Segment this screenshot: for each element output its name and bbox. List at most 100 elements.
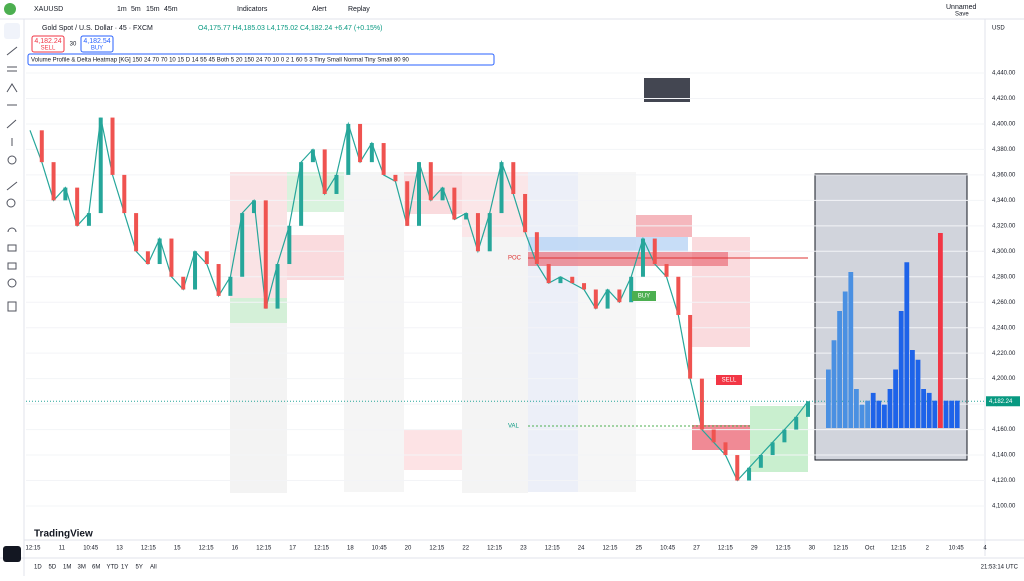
indicator-name[interactable]: Volume Profile & Delta Heatmap [KG] 150 … bbox=[31, 58, 410, 64]
y-tick-label: 4,240.00 bbox=[992, 325, 1016, 331]
candle bbox=[676, 276, 681, 315]
x-tick-label: 24 bbox=[578, 546, 585, 552]
cursor-tool[interactable] bbox=[4, 23, 20, 39]
profile-bar bbox=[831, 340, 837, 428]
y-tick-label: 4,360.00 bbox=[992, 172, 1016, 178]
spread: 30 bbox=[70, 42, 77, 48]
x-tick-label: 17 bbox=[289, 546, 296, 552]
candle bbox=[310, 149, 315, 163]
candle bbox=[582, 283, 587, 290]
indicators-button[interactable]: Indicators bbox=[237, 6, 268, 13]
interval[interactable]: 1m bbox=[117, 6, 127, 13]
candle bbox=[452, 187, 457, 220]
candle bbox=[428, 162, 433, 201]
candle bbox=[747, 467, 752, 481]
x-tick-label: 11 bbox=[59, 546, 66, 552]
y-tick-label: 4,140.00 bbox=[992, 453, 1016, 459]
candle bbox=[181, 276, 186, 290]
range-button[interactable]: 5D bbox=[49, 565, 57, 571]
profile-bar bbox=[859, 404, 865, 428]
clock: 21:53:14 UTC bbox=[981, 565, 1019, 571]
interval[interactable]: 15m bbox=[146, 6, 160, 13]
profile-bar bbox=[848, 272, 854, 428]
currency: USD bbox=[992, 26, 1005, 32]
x-tick-label: 12:15 bbox=[602, 546, 618, 552]
x-tick-label: 2 bbox=[926, 546, 930, 552]
avatar[interactable] bbox=[4, 3, 16, 15]
buy-text[interactable]: BUY bbox=[91, 46, 103, 52]
range-button[interactable]: All bbox=[150, 565, 157, 571]
symbol[interactable]: XAUUSD bbox=[34, 6, 63, 13]
candle bbox=[251, 200, 256, 214]
candle bbox=[664, 264, 669, 277]
range-button[interactable]: 1Y bbox=[121, 565, 128, 571]
profile-bar bbox=[943, 400, 949, 428]
x-tick-label: 18 bbox=[347, 546, 354, 552]
sell-text[interactable]: SELL bbox=[41, 46, 56, 52]
sell-price[interactable]: 4,182.24 bbox=[34, 38, 61, 45]
buy-button[interactable] bbox=[80, 35, 114, 53]
x-tick-label: 12:15 bbox=[545, 546, 561, 552]
profile-bar bbox=[876, 400, 882, 428]
candle bbox=[417, 162, 421, 226]
x-tick-label: 12:15 bbox=[25, 546, 41, 552]
candle bbox=[393, 174, 398, 182]
candle bbox=[169, 238, 174, 277]
poc-label: POC bbox=[508, 256, 522, 262]
range-button[interactable]: 1M bbox=[63, 565, 71, 571]
candle bbox=[699, 378, 704, 430]
save-button[interactable]: Save bbox=[955, 12, 969, 18]
range-button[interactable]: 6M bbox=[92, 565, 100, 571]
profile-bar bbox=[932, 400, 938, 428]
x-tick-label: 12:15 bbox=[314, 546, 330, 552]
range-button[interactable]: YTD bbox=[107, 565, 120, 571]
candle bbox=[110, 117, 115, 175]
interval[interactable]: 45m bbox=[164, 6, 178, 13]
replay-button[interactable]: Replay bbox=[348, 6, 370, 13]
sell-button[interactable] bbox=[31, 35, 65, 53]
profile-bar bbox=[910, 350, 915, 428]
interval[interactable]: 5m bbox=[131, 6, 141, 13]
candle bbox=[322, 149, 327, 194]
buy-price[interactable]: 4,182.54 bbox=[83, 38, 110, 45]
candle bbox=[381, 143, 386, 175]
candle bbox=[735, 455, 740, 481]
candle bbox=[405, 181, 410, 226]
buy-signal-label: BUY bbox=[638, 294, 650, 300]
last-price-label: 4,182.24 bbox=[989, 399, 1013, 405]
indicator-row[interactable] bbox=[27, 53, 495, 66]
candle bbox=[546, 264, 551, 284]
candle bbox=[275, 264, 280, 309]
last-price-tag bbox=[986, 396, 1020, 407]
candle bbox=[464, 213, 469, 220]
range-button[interactable]: 3M bbox=[78, 565, 86, 571]
candle bbox=[770, 442, 775, 456]
candle bbox=[134, 213, 139, 252]
candle bbox=[806, 401, 810, 417]
candle bbox=[122, 174, 127, 214]
candle bbox=[75, 187, 80, 226]
profile-bar bbox=[882, 404, 887, 428]
candle bbox=[475, 213, 480, 252]
range-button[interactable]: 1D bbox=[34, 565, 42, 571]
x-tick-label: 12:15 bbox=[141, 546, 157, 552]
candle bbox=[86, 213, 91, 226]
star-button[interactable] bbox=[3, 546, 21, 562]
profile-bar bbox=[893, 369, 898, 428]
profile-bar bbox=[842, 291, 848, 428]
range-button[interactable]: 5Y bbox=[136, 565, 143, 571]
candle bbox=[511, 162, 516, 194]
candle bbox=[193, 251, 198, 290]
layout-name[interactable]: Unnamed bbox=[946, 4, 976, 11]
x-tick-label: 25 bbox=[635, 546, 642, 552]
plot bbox=[26, 72, 985, 507]
y-tick-label: 4,160.00 bbox=[992, 427, 1016, 433]
ohlc: O4,175.77 H4,185.03 L4,175.02 C4,182.24 … bbox=[198, 25, 382, 32]
x-tick-label: 23 bbox=[520, 546, 527, 552]
candle bbox=[263, 200, 268, 309]
candle bbox=[558, 276, 563, 284]
val-label: VAL bbox=[508, 424, 520, 430]
candle bbox=[369, 143, 374, 163]
alert-button[interactable]: Alert bbox=[312, 6, 326, 13]
